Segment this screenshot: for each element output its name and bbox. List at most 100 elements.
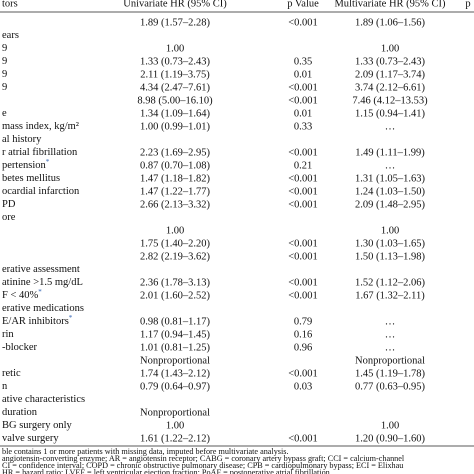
p-value: <0.001 [288,186,318,197]
univariate-hr: 1.00 [166,43,184,54]
row-label-text: erative medications [2,303,84,314]
p-value: 0.96 [294,342,312,353]
column-header: p [465,0,470,9]
multivariate-hr: 1.67 (1.32–2.11) [355,290,425,301]
univariate-hr: 1.00 [166,225,184,236]
p-value: 0.01 [294,108,312,119]
univariate-hr: 2.82 (2.19–3.62) [140,251,210,262]
row-label: F < 40%* [2,288,42,302]
column-header: tors [2,0,18,9]
row-label-text: erative assessment [2,264,80,275]
p-value: <0.001 [288,290,318,301]
p-value: <0.001 [288,17,318,28]
row-label-text: E/AR inhibitors [2,316,69,327]
multivariate-hr: 7.46 (4.12–13.53) [352,95,428,106]
p-value: 0.03 [294,381,312,392]
univariate-hr: 1.89 (1.57–2.28) [140,17,210,28]
footnote: ble contains 1 or more patients with mis… [2,447,289,456]
row-label-text: betes mellitus [2,173,60,184]
row-label: E/AR inhibitors* [2,314,73,328]
row-label: atinine >1.5 mg/dL [2,277,83,288]
univariate-hr: 8.98 (5.00–16.10) [137,95,213,106]
p-value: <0.001 [288,277,318,288]
multivariate-hr: … [385,342,396,353]
row-label: erative assessment [2,264,80,275]
row-label-text: 9 [2,82,7,93]
p-value: 0.79 [294,316,312,327]
row-label-text: 9 [2,43,7,54]
p-value: 0.33 [294,121,312,132]
multivariate-hr: 0.77 (0.63–0.95) [355,381,425,392]
univariate-hr: 1.47 (1.22–1.77) [140,186,210,197]
univariate-hr: 1.61 (1.22–2.12) [140,433,210,444]
row-label-text: mass index, kg/m² [2,121,79,132]
footnote-mark: * [46,158,50,166]
row-label: 9 [2,69,7,80]
row-label-text: retic [2,368,21,379]
univariate-hr: 2.11 (1.19–3.75) [140,69,210,80]
row-label: n [2,381,8,392]
univariate-hr: 1.00 (0.99–1.01) [140,121,210,132]
row-label: -blocker [2,342,37,353]
multivariate-hr: … [385,160,396,171]
row-label-text: pertension [2,160,46,171]
p-value: 0.35 [294,56,312,67]
univariate-hr: 0.79 (0.64–0.97) [140,381,210,392]
univariate-hr: 2.23 (1.69–2.95) [140,147,210,158]
row-label-text: rin [2,329,14,340]
row-label: ears [2,30,19,41]
univariate-hr: 1.34 (1.09–1.64) [140,108,210,119]
univariate-hr: Nonproportional [140,355,210,366]
multivariate-hr: 1.24 (1.03–1.50) [355,186,425,197]
row-label-text: ears [2,30,19,41]
column-header: Multivariate HR (95% CI) [334,0,446,9]
p-value: <0.001 [288,368,318,379]
row-label-text: F < 40% [2,290,39,301]
multivariate-hr: 2.09 (1.48–2.95) [355,199,425,210]
row-label: erative medications [2,303,84,314]
multivariate-hr: 1.49 (1.11–1.99) [355,147,425,158]
footnote: HR = hazard ratio; LVEF = left ventricul… [2,468,332,474]
univariate-hr: 1.75 (1.40–2.20) [140,238,210,249]
row-label-text: atinine >1.5 mg/dL [2,277,83,288]
row-label: ative characteristics [2,394,85,405]
multivariate-hr: … [385,121,396,132]
univariate-hr: 1.01 (0.81–1.25) [140,342,210,353]
univariate-hr: 1.33 (0.73–2.43) [140,56,210,67]
row-label: al history [2,134,42,145]
p-value: <0.001 [288,147,318,158]
p-value: <0.001 [288,199,318,210]
univariate-hr: 1.17 (0.94–1.45) [140,329,210,340]
row-label: e [2,108,7,119]
multivariate-hr: … [385,316,396,327]
row-label-text: BG surgery only [2,420,73,431]
multivariate-hr: 1.20 (0.90–1.60) [355,433,425,444]
multivariate-hr: 1.45 (1.19–1.78) [355,368,425,379]
p-value: <0.001 [288,238,318,249]
p-value: <0.001 [288,251,318,262]
row-label-text: n [2,381,8,392]
row-label: valve surgery [2,433,59,444]
row-label-text: ocardial infarction [2,186,80,197]
multivariate-hr: Nonproportional [355,355,425,366]
univariate-hr: 0.87 (0.70–1.08) [140,160,210,171]
multivariate-hr: 1.33 (0.73–2.43) [355,56,425,67]
row-label-text: ore [2,212,16,223]
row-label: PD [2,199,16,210]
univariate-hr: 0.98 (0.81–1.17) [140,316,210,327]
multivariate-hr: 1.52 (1.12–2.06) [355,277,425,288]
row-label: pertension* [2,158,50,172]
multivariate-hr: 1.00 [381,420,399,431]
row-label-text: PD [2,199,16,210]
multivariate-hr: 1.00 [381,225,399,236]
row-label: ocardial infarction [2,186,80,197]
p-value: <0.001 [288,82,318,93]
p-value: 0.21 [294,160,312,171]
row-label-text: r atrial fibrillation [2,147,78,158]
row-label-text: -blocker [2,342,37,353]
multivariate-hr: 1.89 (1.06–1.56) [355,17,425,28]
row-label: retic [2,368,21,379]
univariate-hr: 2.36 (1.78–3.13) [140,277,210,288]
univariate-hr: 4.34 (2.47–7.61) [140,82,210,93]
